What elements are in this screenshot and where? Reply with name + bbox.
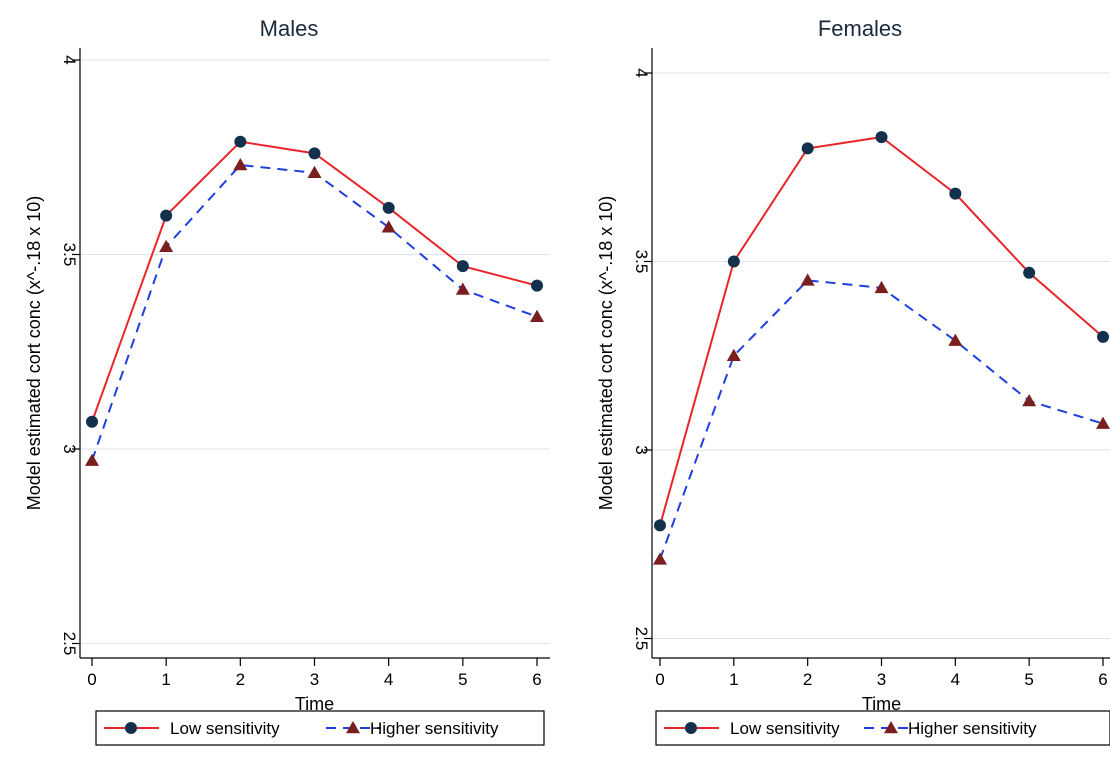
data-point-circle: [875, 131, 888, 144]
data-point-triangle: [874, 280, 889, 294]
data-point-triangle: [653, 552, 667, 565]
legend-key-marker: [125, 722, 137, 734]
x-tick-label: 4: [384, 670, 393, 689]
data-point-triangle: [381, 220, 396, 233]
data-point-circle: [456, 260, 469, 273]
series-line-low-sensitivity: [91, 140, 538, 423]
legend-label: Higher sensitivity: [370, 719, 499, 738]
y-axis-title: Model estimated cort conc (x^-.18 x 10): [596, 196, 616, 511]
data-point-triangle: [726, 348, 741, 361]
data-point-triangle: [948, 333, 963, 346]
x-tick-label: 3: [877, 670, 886, 689]
series-line-higher-sensitivity: [91, 163, 538, 461]
y-tick-label: 2.5: [60, 632, 79, 656]
data-point-circle: [308, 147, 321, 160]
panel-males: Males 2.5 3 3.5 4 0 1 2 3 4 5 6 Time Model estimated …: [24, 16, 550, 746]
y-tick-label: 4: [632, 68, 651, 77]
x-tick-label: 5: [458, 670, 467, 689]
data-point-triangle: [307, 165, 322, 179]
data-point-circle: [949, 187, 962, 200]
y-tick-label: 3: [60, 444, 79, 453]
x-tick-label: 2: [236, 670, 245, 689]
data-point-triangle: [530, 309, 544, 322]
data-point-circle: [86, 415, 98, 428]
x-tick-label: 4: [951, 670, 960, 689]
y-tick-label: 2.5: [632, 627, 651, 651]
data-point-triangle: [455, 282, 470, 295]
legend-box: [95, 710, 545, 746]
x-tick-label: 0: [655, 670, 664, 689]
x-tick-label: 0: [87, 670, 96, 689]
y-tick-label: 3.5: [60, 243, 79, 267]
legend-key-marker: [685, 722, 697, 734]
series-line-higher-sensitivity: [659, 279, 1104, 560]
y-axis-title: Model estimated cort conc (x^-.18 x 10): [24, 196, 44, 511]
data-point-circle: [1023, 266, 1036, 279]
y-tick-label: 4: [60, 55, 79, 64]
series-line-low-sensitivity: [659, 136, 1104, 526]
x-axis-title: Time: [295, 694, 334, 714]
data-point-triangle: [85, 453, 99, 466]
x-tick-label: 1: [161, 670, 170, 689]
data-point-triangle: [1022, 393, 1037, 407]
legend-key-marker: [346, 721, 360, 734]
legend-label: Low sensitivity: [170, 719, 280, 738]
data-point-triangle: [159, 239, 174, 252]
panel-title: Males: [260, 16, 319, 41]
panel-females: Females 2.5 3 3.5 4 0 1 2 3 4 5 6 Time Model estimate…: [596, 16, 1110, 746]
x-tick-label: 2: [803, 670, 812, 689]
data-point-circle: [531, 279, 543, 292]
legend: Low sensitivity Higher sensitivity: [95, 710, 545, 746]
data-point-circle: [234, 135, 247, 148]
x-axis-title: Time: [862, 694, 901, 714]
x-tick-label: 5: [1024, 670, 1033, 689]
data-point-triangle: [800, 273, 815, 286]
data-point-circle: [801, 142, 814, 155]
y-tick-label: 3.5: [632, 250, 651, 274]
data-point-circle: [160, 209, 173, 222]
data-point-triangle: [1096, 416, 1110, 429]
legend: Low sensitivity Higher sensitivity: [655, 710, 1110, 746]
data-point-circle: [727, 255, 740, 268]
data-point-triangle: [233, 158, 248, 171]
y-tick-label: 3: [632, 445, 651, 454]
x-tick-label: 6: [532, 670, 541, 689]
legend-label: Low sensitivity: [730, 719, 840, 738]
panel-title: Females: [818, 16, 902, 41]
x-tick-label: 3: [310, 670, 319, 689]
legend-label: Higher sensitivity: [908, 719, 1037, 738]
x-tick-label: 1: [729, 670, 738, 689]
legend-key-marker: [884, 721, 898, 734]
data-point-circle: [654, 519, 666, 532]
x-tick-label: 6: [1098, 670, 1107, 689]
data-point-circle: [382, 201, 395, 214]
data-point-circle: [1097, 330, 1109, 343]
